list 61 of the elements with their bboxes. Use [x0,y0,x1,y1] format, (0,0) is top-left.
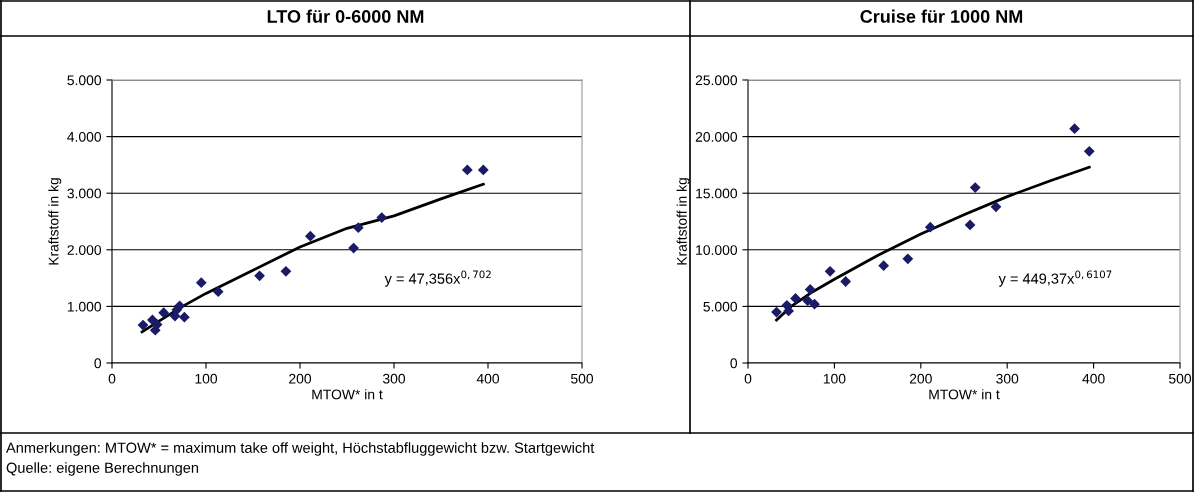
y-tick-label: 5.000 [703,301,738,312]
x-tick-label: 300 [382,373,406,384]
point [158,307,170,319]
point [179,311,190,323]
chart-title: Cruise für 1000 NM [860,9,1023,23]
point [804,284,816,295]
x-tick-label: 0 [744,373,752,384]
point [902,253,914,265]
x-tick-label: 200 [289,373,312,384]
point [352,222,364,234]
point [304,230,316,242]
point [348,242,359,254]
y-tick-label: 1.000 [67,301,102,312]
point [924,221,936,233]
point [824,265,836,277]
x-tick-label: 400 [476,373,500,384]
point [137,319,149,331]
point [195,277,207,289]
x-tick-label: 400 [1082,373,1105,384]
x-tick-label: 100 [823,373,846,384]
x-tick-label: 300 [996,373,1019,384]
x-tick-label: 0 [108,373,116,384]
x-tick-label: 500 [1168,373,1192,384]
point [809,298,820,310]
point [376,212,388,223]
x-axis-title: MTOW* in t [312,389,383,400]
x-tick-label: 100 [195,373,218,384]
point [840,276,852,287]
y-axis-title: Kraftstoff in kg [48,178,62,265]
x-axis-title: MTOW* in t [929,389,1000,400]
point [878,260,890,272]
y-tick-label: 25.000 [695,75,738,86]
y-tick-label: 10.000 [696,245,738,255]
point [990,201,1002,213]
point [802,295,813,307]
y-tick-label: 3.000 [67,188,102,199]
point [212,286,224,298]
chart-title: LTO für 0-6000 NM [267,9,424,23]
annotation: y = 47,356x$^{0,702}$ [384,270,491,287]
y-tick-label: 4.000 [67,131,102,142]
source-note: Quelle: eigene Berechnungen [6,462,199,476]
point [254,270,265,282]
x-tick-label: 500 [570,373,594,384]
point [964,219,976,231]
y-tick-label: 2.000 [67,245,102,255]
point [280,265,292,277]
y-axis-title: Kraftstoff in kg [676,178,690,265]
point [969,182,981,193]
annotation: y = 449,37x$^{0,6107}$ [998,270,1112,287]
point [1083,145,1095,157]
y-tick-label: 0 [94,358,102,369]
point [790,293,801,304]
text: Anmerkungen: MTOW* = maximum take off weight, Höchstabfluggewicht bzw. Startgewicht [6,442,595,456]
y-tick-label: 15.000 [696,188,738,199]
point [1069,123,1080,135]
x-tick-label: 200 [909,373,932,384]
point [461,164,473,176]
y-tick-label: 0 [730,358,738,369]
y-tick-label: 20.000 [695,131,738,142]
y-tick-label: 5.000 [67,75,102,86]
point [477,164,489,176]
